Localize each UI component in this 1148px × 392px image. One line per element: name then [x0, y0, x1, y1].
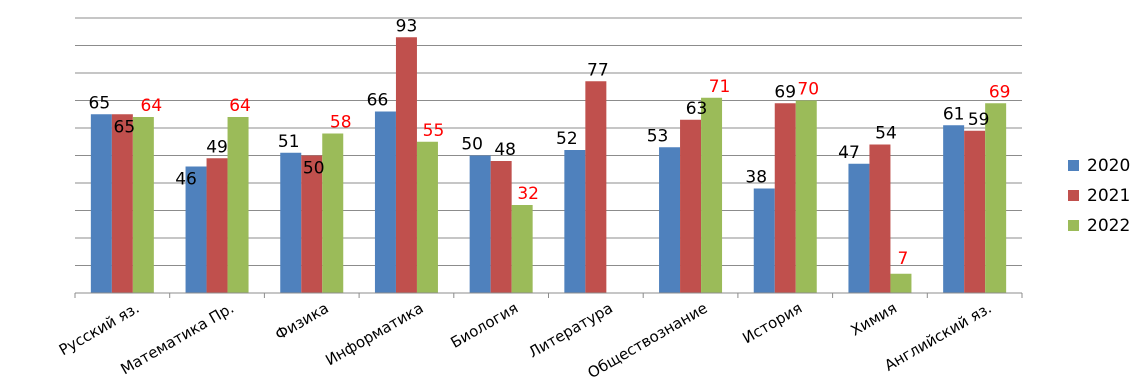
bar-2022: [227, 117, 249, 293]
data-label: 69: [774, 82, 796, 102]
bar-2021: [301, 155, 323, 293]
category-label: Информатика: [322, 299, 426, 369]
data-label: 47: [838, 143, 860, 163]
bar-2020: [374, 111, 396, 293]
bar-2020: [848, 163, 870, 293]
data-label: 61: [943, 104, 965, 124]
bar-2022: [322, 133, 344, 293]
bar-2022: [416, 141, 438, 293]
bar-2020: [90, 114, 112, 293]
data-label: 49: [206, 137, 228, 157]
bar-2021: [111, 114, 133, 293]
data-label: 48: [494, 140, 516, 160]
data-label: 63: [686, 99, 708, 119]
legend: 2020 2021 2022: [1068, 156, 1130, 236]
bar-2022: [511, 205, 533, 293]
bar-2021: [774, 103, 796, 293]
legend-label: 2022: [1087, 216, 1130, 236]
bar-2020: [564, 150, 586, 293]
bar-2021: [206, 158, 228, 293]
bar-2021: [680, 119, 702, 293]
category-label: Химия: [848, 299, 900, 340]
data-label: 65: [89, 93, 111, 113]
bar-2020: [659, 147, 681, 293]
legend-label: 2020: [1087, 156, 1130, 176]
legend-label: 2021: [1087, 186, 1130, 206]
data-label: 52: [556, 129, 578, 149]
bar-2022: [701, 97, 723, 293]
data-label: 38: [745, 168, 767, 188]
data-label: 46: [175, 170, 197, 190]
data-label: 64: [229, 96, 251, 116]
bar-2021: [395, 37, 417, 293]
category-labels: Русский яз.Математика Пр. ФизикаИнформати…: [56, 299, 995, 382]
data-label: 65: [114, 117, 136, 137]
bar-2021: [869, 144, 891, 293]
legend-swatch: [1068, 190, 1079, 201]
data-label: 59: [968, 110, 990, 130]
bar-2021: [585, 81, 607, 293]
bar-2020: [943, 125, 965, 293]
data-label: 69: [989, 82, 1011, 102]
category-label: Русский яз.: [56, 299, 143, 359]
data-label: 51: [278, 132, 300, 152]
data-label: 50: [303, 159, 325, 179]
category-label: Английский яз.: [881, 299, 994, 375]
category-label: Литература: [525, 299, 615, 362]
bar-2020: [280, 152, 302, 293]
category-label: Физика: [272, 299, 332, 344]
bar-2022: [795, 100, 817, 293]
data-label: 93: [396, 16, 418, 36]
data-label: 58: [330, 113, 352, 133]
legend-swatch: [1068, 160, 1079, 171]
bar-2020: [185, 166, 207, 293]
data-label: 7: [898, 249, 909, 269]
bar-2020: [753, 188, 775, 293]
data-label: 55: [423, 121, 445, 141]
data-label: 71: [709, 77, 731, 97]
category-label: История: [739, 299, 805, 347]
data-label: 64: [141, 96, 163, 116]
data-label: 70: [797, 80, 819, 100]
data-label: 50: [461, 135, 483, 155]
bar-2022: [985, 103, 1007, 293]
data-label: 54: [875, 124, 897, 144]
data-label: 32: [517, 184, 539, 204]
legend-swatch: [1068, 220, 1079, 231]
bar-2022: [132, 117, 154, 293]
bar-2021: [964, 130, 986, 293]
x-axis: [74, 292, 1023, 298]
bar-2021: [490, 161, 512, 293]
data-label: 77: [587, 60, 609, 80]
bar-2022: [890, 273, 912, 293]
bars: [90, 37, 1007, 293]
data-label: 53: [647, 126, 669, 146]
bar-2020: [469, 155, 491, 293]
data-label: 66: [367, 91, 389, 111]
category-label: Биология: [448, 299, 522, 352]
